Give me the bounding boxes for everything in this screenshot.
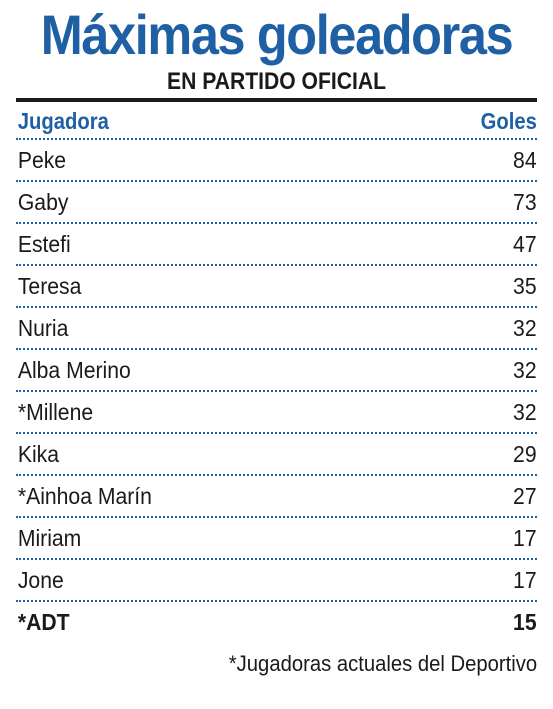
goals-value: 47: [513, 230, 537, 257]
player-name: Teresa: [17, 272, 82, 299]
player-name: Alba Merino: [17, 356, 131, 383]
column-header-player: Jugadora: [17, 107, 109, 134]
table-row: Teresa 35: [16, 266, 537, 308]
table-row: Alba Merino 32: [16, 350, 537, 392]
table-row: *Millene 32: [16, 392, 537, 434]
scorers-table: Jugadora Goles Peke 84 Gaby 73 Estefi 47 Teres…: [16, 104, 537, 642]
goals-value: 27: [513, 482, 537, 509]
title-divider: [16, 98, 537, 102]
goals-value: 17: [513, 566, 537, 593]
player-name: Nuria: [17, 314, 69, 341]
table-body: Peke 84 Gaby 73 Estefi 47 Teresa 35 Nuria 32 Alba …: [16, 140, 537, 642]
table-row: Kika 29: [16, 434, 537, 476]
player-name: Kika: [17, 440, 60, 467]
chart-subtitle: EN PARTIDO OFICIAL: [166, 68, 387, 95]
player-name: *ADT: [17, 608, 70, 635]
goals-value: 32: [513, 314, 537, 341]
player-name: Gaby: [17, 188, 69, 215]
goals-value: 35: [513, 272, 537, 299]
table-row: *ADT 15: [16, 602, 537, 642]
goals-value: 73: [513, 188, 537, 215]
player-name: *Ainhoa Marín: [17, 482, 152, 509]
goals-value: 17: [513, 524, 537, 551]
table-header: Jugadora Goles: [16, 104, 537, 140]
goals-value: 32: [513, 398, 537, 425]
player-name: Miriam: [17, 524, 82, 551]
chart-title: Máximas goleadoras: [40, 3, 514, 66]
footnote: *Jugadoras actuales del Deportivo: [228, 651, 537, 676]
goals-value: 29: [513, 440, 537, 467]
table-row: Gaby 73: [16, 182, 537, 224]
table-row: Estefi 47: [16, 224, 537, 266]
player-name: Jone: [17, 566, 64, 593]
table-row: Miriam 17: [16, 518, 537, 560]
table-row: Nuria 32: [16, 308, 537, 350]
player-name: Peke: [17, 146, 67, 173]
table-row: *Ainhoa Marín 27: [16, 476, 537, 518]
goals-value: 15: [513, 608, 537, 635]
goals-value: 84: [513, 146, 537, 173]
player-name: Estefi: [17, 230, 71, 257]
table-row: Peke 84: [16, 140, 537, 182]
goals-value: 32: [513, 356, 537, 383]
table-row: Jone 17: [16, 560, 537, 602]
column-header-goals: Goles: [480, 107, 537, 134]
player-name: *Millene: [17, 398, 94, 425]
